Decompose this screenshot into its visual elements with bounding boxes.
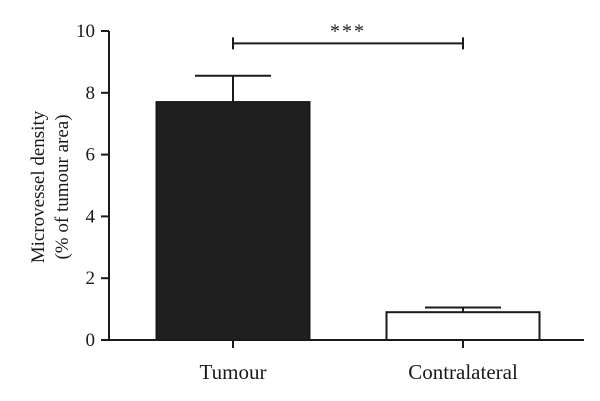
y-tick-label: 0	[86, 330, 96, 351]
plot-area: 0 2 4 6 8 10 Tumour Contralateral ***	[76, 20, 584, 384]
bar-tumour	[155, 101, 311, 341]
y-axis-title-line2: (% of tumour area)	[52, 114, 73, 259]
bar-contralateral	[385, 311, 541, 342]
y-tick-label: 6	[86, 145, 96, 166]
significance-label: ***	[330, 20, 366, 42]
y-tick-label: 10	[76, 21, 95, 42]
y-axis-title-line1: Microvessel density	[28, 110, 49, 263]
y-tick-label: 2	[86, 268, 96, 289]
x-tick-label: Tumour	[200, 360, 267, 384]
y-tick-label: 4	[86, 206, 96, 227]
x-tick-label: Contralateral	[408, 360, 518, 384]
y-axis-title: Microvessel density (% of tumour area)	[28, 110, 73, 263]
y-tick-label: 8	[86, 83, 96, 104]
